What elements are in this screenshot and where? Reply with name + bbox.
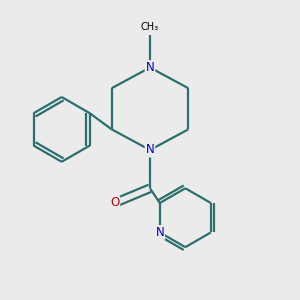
Text: N: N bbox=[146, 61, 154, 74]
Text: N: N bbox=[146, 143, 154, 157]
Text: CH₃: CH₃ bbox=[141, 22, 159, 32]
Text: O: O bbox=[110, 196, 119, 209]
Text: N: N bbox=[155, 226, 164, 239]
